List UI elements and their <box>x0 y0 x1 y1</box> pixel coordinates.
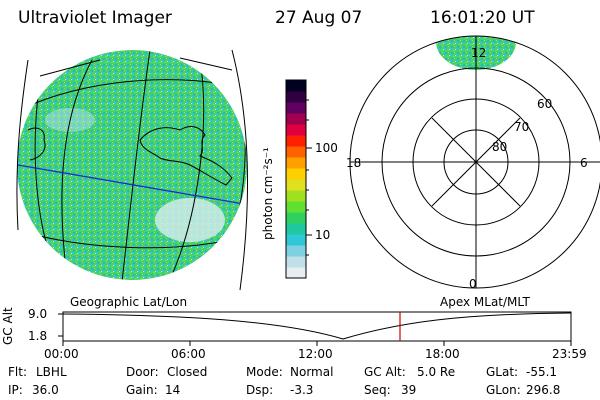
colorbar-cell <box>286 267 306 279</box>
apex-label: Apex MLat/MLT <box>440 295 530 309</box>
ip-value: 36.0 <box>32 383 59 397</box>
gc-alt-timeline <box>58 311 572 346</box>
timeline-xtick-1800: 18:00 <box>425 347 460 361</box>
polar-plot <box>349 35 600 289</box>
flt-value: LBHL <box>36 365 67 379</box>
color-bar <box>285 79 312 279</box>
door-label: Door: <box>126 365 159 379</box>
gain-label: Gain: <box>126 383 158 397</box>
gcalt-value: 5.0 Re <box>417 365 456 379</box>
mode-label: Mode: <box>246 365 283 379</box>
colorbar-cell <box>286 223 306 235</box>
timeline-ytick-1: 1.8 <box>28 329 48 343</box>
door-value: Closed <box>167 365 208 379</box>
mlt-label-18: 18 <box>346 156 362 170</box>
time-label: 16:01:20 UT <box>430 8 535 28</box>
glat-label: GLat: <box>486 365 519 379</box>
glon-value: 296.8 <box>526 383 561 397</box>
mlt-label-12: 12 <box>471 46 487 60</box>
timeline-xtick-2359: 23:59 <box>552 347 587 361</box>
colorbar-tick-10: 10 <box>315 228 331 242</box>
colorbar-cell <box>286 146 306 158</box>
timeline-xtick-0600: 06:00 <box>171 347 206 361</box>
colorbar-cell <box>286 190 306 202</box>
timeline-xtick-1200: 12:00 <box>298 347 333 361</box>
colorbar-cell <box>286 113 306 125</box>
geographic-label: Geographic Lat/Lon <box>70 295 188 309</box>
glon-label: GLon: <box>486 383 521 397</box>
colorbar-cell <box>286 124 306 136</box>
glat-value: -55.1 <box>526 365 558 379</box>
ip-label: IP: <box>8 383 23 397</box>
timeline-ylabel: GC Alt <box>1 307 15 345</box>
colorbar-cell <box>286 91 306 103</box>
colorbar-tick-100: 100 <box>315 141 338 155</box>
mlt-label-6: 6 <box>580 156 588 170</box>
colorbar-cell <box>286 212 306 224</box>
mlt-label-0: 0 <box>469 277 477 291</box>
lat-label-70: 70 <box>514 120 530 134</box>
colorbar-cell <box>286 157 306 169</box>
date-label: 27 Aug 07 <box>275 8 363 28</box>
timeline-ytick-9: 9.0 <box>28 307 48 321</box>
gcalt-label: GC Alt: <box>364 365 406 379</box>
colorbar-cell <box>286 201 306 213</box>
colorbar-cell <box>286 135 306 147</box>
seq-value: 39 <box>401 383 417 397</box>
instrument-title: Ultraviolet Imager <box>18 8 172 28</box>
colorbar-cell <box>286 168 306 180</box>
dsp-value: -3.3 <box>290 383 314 397</box>
lat-label-80: 80 <box>492 140 508 154</box>
gain-value: 14 <box>165 383 181 397</box>
seq-label: Seq: <box>364 383 391 397</box>
colorbar-cell <box>286 80 306 92</box>
earth-image <box>16 49 249 291</box>
colorbar-cell <box>286 234 306 246</box>
flt-label: Flt: <box>8 365 27 379</box>
timeline-xtick-0000: 00:00 <box>44 347 79 361</box>
colorbar-cell <box>286 256 306 268</box>
colorbar-cell <box>286 179 306 191</box>
mode-value: Normal <box>290 365 334 379</box>
colorbar-unit-label: photon cm⁻²s⁻¹ <box>261 147 275 240</box>
dsp-label: Dsp: <box>246 383 274 397</box>
lat-label-60: 60 <box>537 97 553 111</box>
colorbar-cell <box>286 245 306 257</box>
colorbar-cell <box>286 102 306 114</box>
